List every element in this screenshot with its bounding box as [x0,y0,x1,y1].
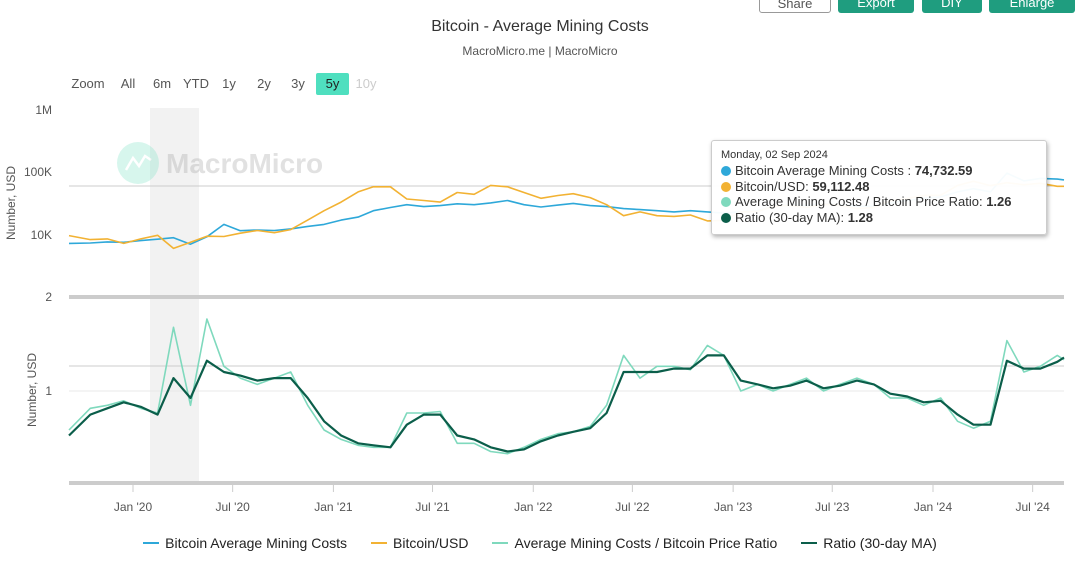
tooltip-row-ratio: Average Mining Costs / Bitcoin Price Rat… [721,194,1037,210]
x-tick-label: Jan '22 [514,500,553,514]
export-label: Export [857,0,895,10]
x-tick-label: Jul '20 [216,500,251,514]
tooltip-date: Monday, 02 Sep 2024 [721,149,828,161]
tooltip: Monday, 02 Sep 2024 Bitcoin Average Mini… [711,140,1047,235]
series-line-ratio-30-day-ma- [68,354,1065,453]
y-tick-100k: 100K [24,165,52,179]
dot-icon [721,197,731,207]
tooltip-value: 1.28 [847,209,874,225]
range-3y[interactable]: 3y [291,76,305,91]
legend-label: Bitcoin/USD [393,535,469,551]
tooltip-label: Average Mining Costs / Bitcoin Price Rat… [735,194,987,209]
tooltip-row-btc-usd: Bitcoin/USD: 59,112.48 [721,179,1037,195]
y-tick-10k: 10K [31,228,52,242]
tooltip-value: 74,732.59 [914,163,973,178]
dot-icon [721,166,731,176]
y-tick-1: 1 [45,384,52,398]
dot-icon [721,181,731,192]
x-tick-label: Jul '23 [815,500,850,514]
enlarge-button[interactable]: Enlarge [989,0,1075,13]
chart-title: Bitcoin - Average Mining Costs [431,18,649,35]
range-1y[interactable]: 1y [222,76,236,91]
tooltip-label: Ratio (30-day MA): [735,209,848,225]
share-label: Share [777,0,813,11]
x-tick-label: Jan '23 [714,500,753,514]
legend-item-ratio[interactable]: Average Mining Costs / Bitcoin Price Rat… [492,535,777,551]
legend: Bitcoin Average Mining Costs Bitcoin/USD… [0,535,1080,551]
legend-item-mining-cost[interactable]: Bitcoin Average Mining Costs [143,535,347,551]
panel-divider [69,295,1064,299]
legend-item-btc-usd[interactable]: Bitcoin/USD [371,535,468,551]
share-button[interactable]: Share [759,0,831,13]
chart-subtitle: MacroMicro.me | MacroMicro [462,44,618,58]
range-2y[interactable]: 2y [257,76,271,91]
dot-icon [721,212,731,223]
x-tick-label: Jan '24 [914,500,953,514]
tooltip-value: 59,112.48 [812,178,870,194]
export-button[interactable]: Export [838,0,914,13]
legend-label: Bitcoin Average Mining Costs [165,535,348,551]
x-tick-label: Jul '24 [1016,500,1051,514]
y-tick-2: 2 [45,290,52,304]
watermark: MacroMicro [117,142,323,184]
x-tick-label: Jan '20 [114,500,153,514]
watermark-logo-icon [117,142,159,184]
diy-label: DIY [941,0,963,10]
y-axis-label-top: Number, USD [4,166,18,240]
legend-label: Ratio (30-day MA) [823,535,937,551]
diy-button[interactable]: DIY [922,0,982,13]
x-tick-label: Jul '21 [415,500,450,514]
legend-label: Average Mining Costs / Bitcoin Price Rat… [514,535,778,551]
range-all[interactable]: All [120,76,136,91]
range-5y[interactable]: 5y [316,73,349,95]
tooltip-row-mining-cost: Bitcoin Average Mining Costs : 74,732.59 [721,163,1037,179]
x-tick-label: Jan '21 [314,500,353,514]
range-10y: 10y [355,76,377,91]
range-6m[interactable]: 6m [152,76,172,91]
x-axis-line [69,481,1064,485]
legend-item-ratio-ma[interactable]: Ratio (30-day MA) [801,535,937,551]
y-tick-1m: 1M [35,103,52,117]
tooltip-row-ratio-ma: Ratio (30-day MA): 1.28 [721,210,1037,226]
tooltip-value: 1.26 [986,194,1012,209]
tooltip-label: Bitcoin/USD: [735,178,813,194]
tooltip-label: Bitcoin Average Mining Costs : [735,163,915,178]
zoom-label: Zoom [71,76,105,91]
x-tick-label: Jul '22 [615,500,650,514]
y-axis-label-bottom: Number, USD [25,353,39,427]
watermark-text: MacroMicro [166,148,323,179]
enlarge-label: Enlarge [1009,0,1055,10]
range-ytd[interactable]: YTD [183,76,209,91]
